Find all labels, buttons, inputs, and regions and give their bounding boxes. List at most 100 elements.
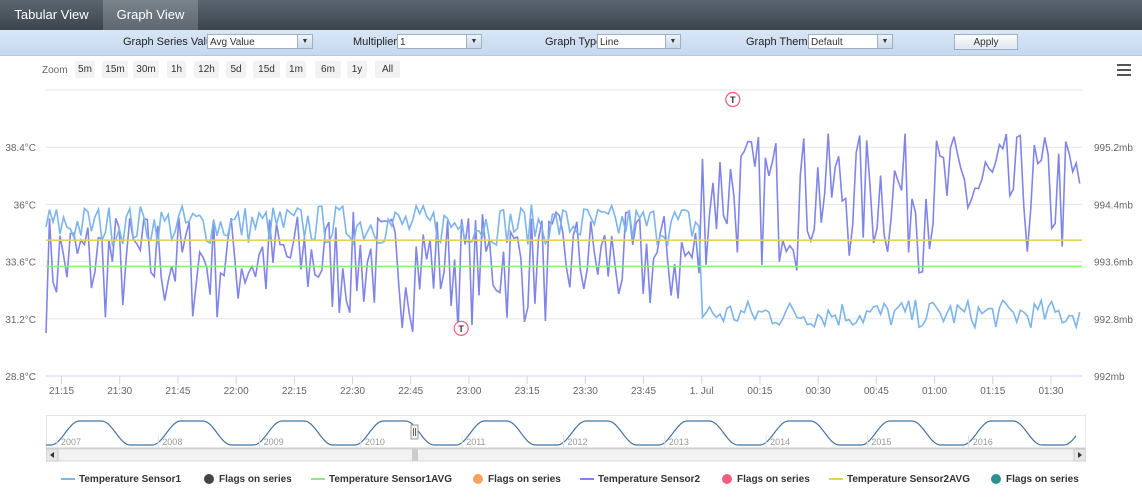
legend-label: Temperature Sensor1AVG bbox=[329, 474, 453, 485]
graph-theme-label: Graph Theme bbox=[746, 36, 814, 48]
zoom-button-6m[interactable]: 6m bbox=[315, 61, 341, 78]
legend-item-flags-4[interactable]: Flags on series bbox=[991, 474, 1079, 485]
line-icon bbox=[580, 478, 594, 481]
zoom-button-5m[interactable]: 5m bbox=[75, 61, 95, 78]
flag-marker[interactable]: T bbox=[453, 320, 469, 336]
hamburger-menu-icon[interactable] bbox=[1117, 64, 1131, 76]
graph-type-label: Graph Type bbox=[545, 36, 603, 48]
navigator[interactable]: 2007 2008 2009 2010 2011 2012 2013 2014 2015 2016 bbox=[46, 415, 1086, 463]
legend-label: Temperature Sensor1 bbox=[79, 474, 182, 485]
legend-item-sensor2[interactable]: Temperature Sensor2 bbox=[580, 474, 700, 485]
tab-graph-view[interactable]: Graph View bbox=[103, 0, 198, 30]
x-tick-label: 23:30 bbox=[573, 386, 598, 397]
y-right-tick-label: 994.4mb bbox=[1094, 200, 1133, 211]
legend-item-sensor2avg[interactable]: Temperature Sensor2AVG bbox=[829, 474, 970, 485]
navigator-series bbox=[46, 420, 1077, 446]
navigator-year-label: 2008 bbox=[162, 437, 182, 447]
zoom-button-5d[interactable]: 5d bbox=[226, 61, 246, 78]
y-left-tick-label: 38.4°C bbox=[5, 143, 36, 154]
chevron-down-icon: ▼ bbox=[665, 35, 680, 48]
graph-toolbar: Graph Series Value Avg Value ▼ Multiplie… bbox=[0, 30, 1142, 56]
y-left-tick-label: 33.6°C bbox=[5, 258, 36, 269]
scrollbar-thumb[interactable] bbox=[412, 449, 418, 461]
flag-text: T bbox=[458, 324, 464, 334]
graph-type-select[interactable]: Line ▼ bbox=[597, 34, 681, 49]
apply-button[interactable]: Apply bbox=[954, 34, 1018, 50]
chevron-down-icon: ▼ bbox=[466, 35, 481, 48]
graph-type-current: Line bbox=[600, 37, 619, 48]
chevron-down-icon: ▼ bbox=[877, 35, 892, 48]
x-tick-label: 23:00 bbox=[456, 386, 481, 397]
x-tick-label: 00:45 bbox=[864, 386, 889, 397]
zoom-button-All[interactable]: All bbox=[375, 61, 400, 78]
y-left-tick-label: 36°C bbox=[14, 200, 36, 211]
legend-item-flags-1[interactable]: Flags on series bbox=[204, 474, 292, 485]
y-right-tick-label: 992.8mb bbox=[1094, 315, 1133, 326]
legend-label: Temperature Sensor2AVG bbox=[847, 474, 971, 485]
series-value-label: Graph Series Value bbox=[123, 36, 219, 48]
zoom-button-30m[interactable]: 30m bbox=[133, 61, 159, 78]
legend-item-flags-2[interactable]: Flags on series bbox=[473, 474, 561, 485]
series-temperature-sensor2[interactable] bbox=[45, 133, 1081, 334]
flag-text: T bbox=[730, 95, 736, 105]
x-tick-label: 22:00 bbox=[224, 386, 249, 397]
x-tick-label: 23:15 bbox=[515, 386, 540, 397]
legend-label: Flags on series bbox=[488, 474, 561, 485]
x-tick-label: 1. Jul bbox=[690, 386, 714, 397]
navigator-year-label: 2011 bbox=[466, 437, 485, 447]
line-chart: 28.8°C 31.2°C 33.6°C 36°C 38.4°C 992mb 992.8mb… bbox=[5, 89, 1133, 397]
navigator-year-label: 2013 bbox=[669, 437, 689, 447]
multiplier-select[interactable]: 1 ▼ bbox=[397, 34, 482, 49]
zoom-button-1y[interactable]: 1y bbox=[347, 61, 367, 78]
x-tick-label: 22:30 bbox=[340, 386, 365, 397]
legend-label: Flags on series bbox=[219, 474, 292, 485]
navigator-frame bbox=[46, 415, 1086, 449]
zoom-button-1m[interactable]: 1m bbox=[286, 61, 306, 78]
zoom-button-15m[interactable]: 15m bbox=[102, 61, 128, 78]
y-left-tick-label: 28.8°C bbox=[5, 372, 36, 383]
series-value-select[interactable]: Avg Value ▼ bbox=[207, 34, 313, 49]
flag-marker[interactable]: T bbox=[725, 91, 741, 108]
y-left-tick-label: 31.2°C bbox=[5, 315, 36, 326]
x-tick-label: 22:45 bbox=[398, 386, 423, 397]
navigator-scrollbar[interactable] bbox=[46, 448, 1086, 462]
zoom-button-1h[interactable]: 1h bbox=[167, 61, 186, 78]
line-icon bbox=[829, 478, 843, 481]
series-temperature-sensor1[interactable] bbox=[45, 203, 1081, 331]
x-tick-label: 01:15 bbox=[980, 386, 1005, 397]
arrow-left-glyph bbox=[50, 452, 54, 458]
chevron-down-icon: ▼ bbox=[297, 35, 312, 48]
flag-circle bbox=[453, 320, 469, 336]
multiplier-label: Multiplier bbox=[353, 36, 398, 48]
scroll-handle-icon[interactable] bbox=[410, 424, 419, 440]
x-tick-label: 01:30 bbox=[1038, 386, 1063, 397]
graph-theme-current: Default bbox=[811, 37, 843, 48]
tab-tabular-view[interactable]: Tabular View bbox=[14, 7, 89, 22]
zoom-button-12h[interactable]: 12h bbox=[194, 61, 219, 78]
flag-circle bbox=[725, 91, 741, 108]
graph-theme-select[interactable]: Default ▼ bbox=[808, 34, 893, 49]
navigator-year-label: 2007 bbox=[61, 437, 81, 447]
zoom-button-15d[interactable]: 15d bbox=[253, 61, 280, 78]
arrow-right-glyph bbox=[1078, 452, 1082, 458]
legend-label: Flags on series bbox=[737, 474, 810, 485]
y-right-tick-label: 995.2mb bbox=[1094, 143, 1133, 154]
x-tick-label: 21:30 bbox=[107, 386, 132, 397]
legend-item-flags-3[interactable]: Flags on series bbox=[722, 474, 810, 485]
x-tick-label: 22:15 bbox=[282, 386, 307, 397]
navigator-year-label: 2014 bbox=[770, 437, 790, 447]
navigator-year-label: 2016 bbox=[973, 437, 993, 447]
x-tick-label: 21:15 bbox=[49, 386, 74, 397]
circle-icon bbox=[991, 474, 1001, 485]
navigator-year-label: 2015 bbox=[871, 437, 891, 447]
navigator-year-label: 2010 bbox=[365, 437, 385, 447]
legend-item-sensor1avg[interactable]: Temperature Sensor1AVG bbox=[311, 474, 452, 485]
tab-bar: Tabular View Graph View bbox=[0, 0, 1142, 30]
circle-icon bbox=[722, 474, 732, 485]
legend-label: Flags on series bbox=[1006, 474, 1079, 485]
line-icon bbox=[61, 478, 75, 481]
y-right-tick-label: 993.6mb bbox=[1094, 258, 1133, 269]
line-icon bbox=[311, 478, 325, 481]
legend-item-sensor1[interactable]: Temperature Sensor1 bbox=[61, 474, 181, 485]
circle-icon bbox=[204, 474, 214, 485]
